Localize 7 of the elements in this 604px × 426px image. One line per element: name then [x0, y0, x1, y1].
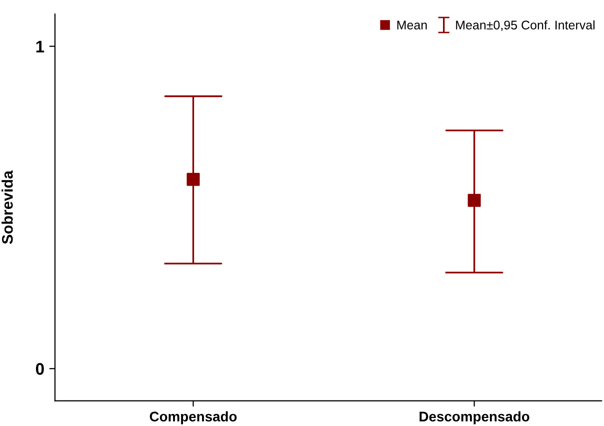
annotation: Mean±0,95 Conf. Interval [456, 20, 595, 31]
x-tick-label: Descompensado [420, 411, 530, 424]
y-tick-label: 0 [36, 363, 44, 375]
y-tick-label: 1 [36, 40, 44, 52]
y-axis-title: Sobrevida [2, 170, 13, 244]
x-tick-label: Compensado [150, 411, 237, 424]
legend-label: Mean [397, 20, 427, 30]
